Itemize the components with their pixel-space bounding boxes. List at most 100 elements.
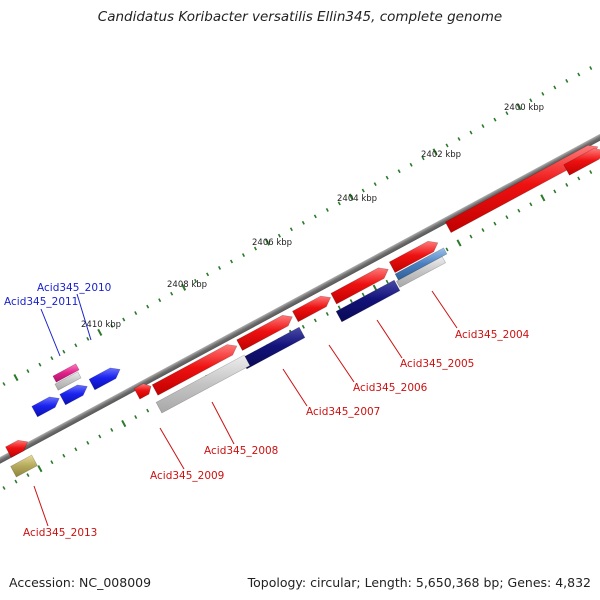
genome-title: Candidatus Koribacter versatilis Ellin34… xyxy=(97,9,503,25)
scale-tick-outer xyxy=(74,343,78,348)
scale-tick-outer xyxy=(122,317,126,322)
scale-tick-inner xyxy=(325,311,329,316)
feature-gray-3[interactable] xyxy=(54,371,82,391)
scale-tick-inner xyxy=(62,453,66,458)
scale-tick-inner xyxy=(2,486,6,490)
scale-tick-outer xyxy=(529,98,533,103)
scale-tick-outer xyxy=(2,382,6,386)
scale-label-2408: 2408 kbp xyxy=(167,280,207,290)
scale-tick-inner xyxy=(349,299,353,303)
scale-label-2400: 2400 kbp xyxy=(504,103,544,113)
scale-tick-inner xyxy=(469,234,473,239)
scale-tick-outer xyxy=(62,349,66,354)
feature-steel[interactable] xyxy=(394,247,448,281)
gene-label-acid345-2009[interactable]: Acid345_2009 xyxy=(150,470,224,482)
scale-tick-outer xyxy=(181,283,187,291)
scale-tick-outer xyxy=(493,117,497,122)
scale-tick-inner xyxy=(540,194,546,202)
feature-olive[interactable] xyxy=(10,454,38,478)
feature-navy-1[interactable] xyxy=(335,279,401,323)
scale-tick-outer xyxy=(469,130,473,135)
scale-label-2406: 2406 kbp xyxy=(252,238,292,248)
leader-acid345-2013 xyxy=(33,485,49,527)
leader-acid345-2008 xyxy=(211,401,235,445)
scale-tick-inner xyxy=(505,215,509,220)
gene-acid345-2004[interactable] xyxy=(388,240,439,274)
scale-tick-outer xyxy=(337,201,341,206)
scale-tick-outer xyxy=(110,324,114,328)
scale-tick-inner xyxy=(361,292,365,297)
scale-tick-outer xyxy=(541,91,545,96)
gene-label-acid345-2004[interactable]: Acid345_2004 xyxy=(455,329,530,341)
scale-tick-outer xyxy=(134,311,138,315)
scale-tick-inner xyxy=(577,176,581,181)
gene-acid345-2013[interactable] xyxy=(5,439,29,458)
scale-tick-inner xyxy=(134,415,138,419)
scale-tick-outer xyxy=(277,233,281,238)
label-leaders xyxy=(33,290,458,527)
scale-tick-outer xyxy=(38,362,42,367)
scale-tick-outer xyxy=(218,266,222,270)
feature-gray-1[interactable] xyxy=(395,256,447,288)
gene-label-acid345-2013[interactable]: Acid345_2013 xyxy=(23,527,97,539)
scale-tick-inner xyxy=(146,408,150,413)
scale-tick-outer xyxy=(445,143,449,148)
scale-tick-outer xyxy=(385,175,389,180)
scale-tick-inner xyxy=(456,239,462,247)
scale-tick-outer xyxy=(361,188,365,193)
scale-tick-outer xyxy=(253,246,257,251)
scale-tick-outer xyxy=(481,124,485,129)
scale-tick-outer xyxy=(348,193,354,201)
gene-label-acid345-2005[interactable]: Acid345_2005 xyxy=(400,358,474,370)
scale-tick-outer xyxy=(264,238,270,246)
gene-label-acid345-2011[interactable]: Acid345_2011 xyxy=(4,296,78,308)
scale-tick-outer xyxy=(397,169,401,174)
scale-tick-outer xyxy=(289,227,293,232)
scale-tick-inner xyxy=(74,447,78,452)
feature-magenta[interactable] xyxy=(52,363,80,383)
scale-tick-outer xyxy=(229,259,234,264)
gene-label-acid345-2010[interactable]: Acid345_2010 xyxy=(37,282,111,294)
scale-tick-outer xyxy=(577,72,581,77)
scale-tick-inner xyxy=(529,202,533,207)
gene-acid345-2006[interactable] xyxy=(292,295,332,323)
gene-label-acid345-2007[interactable]: Acid345_2007 xyxy=(306,406,380,418)
scale-tick-outer xyxy=(194,278,198,283)
scale-tick-inner xyxy=(313,318,317,323)
scale-tick-outer xyxy=(373,182,377,187)
scale-tick-inner xyxy=(481,228,485,233)
gene-acid345-2002[interactable] xyxy=(563,148,600,176)
scale-tick-outer xyxy=(325,207,329,212)
scale-tick-outer xyxy=(86,336,90,341)
gene-acid345-2012[interactable] xyxy=(59,384,88,406)
gene-label-acid345-2008[interactable]: Acid345_2008 xyxy=(204,445,278,457)
leader-acid345-2010 xyxy=(76,293,92,341)
gene-acid345-2011[interactable] xyxy=(31,396,60,418)
gene-acid345-2007[interactable] xyxy=(236,314,293,351)
gene-label-acid345-2006[interactable]: Acid345_2006 xyxy=(353,382,428,394)
gene-acid345-2005[interactable] xyxy=(330,267,389,305)
scale-tick-inner xyxy=(110,428,114,432)
gene-acid345-2003[interactable] xyxy=(444,144,599,234)
scale-tick-outer xyxy=(589,66,593,70)
scale-tick-inner xyxy=(517,208,521,213)
scale-tick-inner xyxy=(37,465,43,473)
gene-acid345-2009[interactable] xyxy=(133,383,152,400)
scale-tick-inner xyxy=(445,247,449,252)
scale-tick-outer xyxy=(301,220,305,225)
feature-gray-2[interactable] xyxy=(155,354,251,414)
gene-acid345-2008[interactable] xyxy=(151,344,238,396)
scale-tick-inner xyxy=(121,419,127,428)
scale-tick-outer xyxy=(146,304,150,309)
genome-info-text: Topology: circular; Length: 5,650,368 bp… xyxy=(247,575,591,590)
leader-acid345-2005 xyxy=(376,319,403,359)
scale-tick-outer xyxy=(553,85,557,90)
scale-tick-outer xyxy=(158,298,162,303)
scale-tick-outer xyxy=(505,111,509,116)
scale-label-2404: 2404 kbp xyxy=(337,194,377,204)
gene-acid345-2010[interactable] xyxy=(88,367,121,391)
scale-tick-inner xyxy=(26,473,30,478)
scale-tick-outer xyxy=(565,79,569,83)
scale-tick-inner xyxy=(589,170,593,174)
